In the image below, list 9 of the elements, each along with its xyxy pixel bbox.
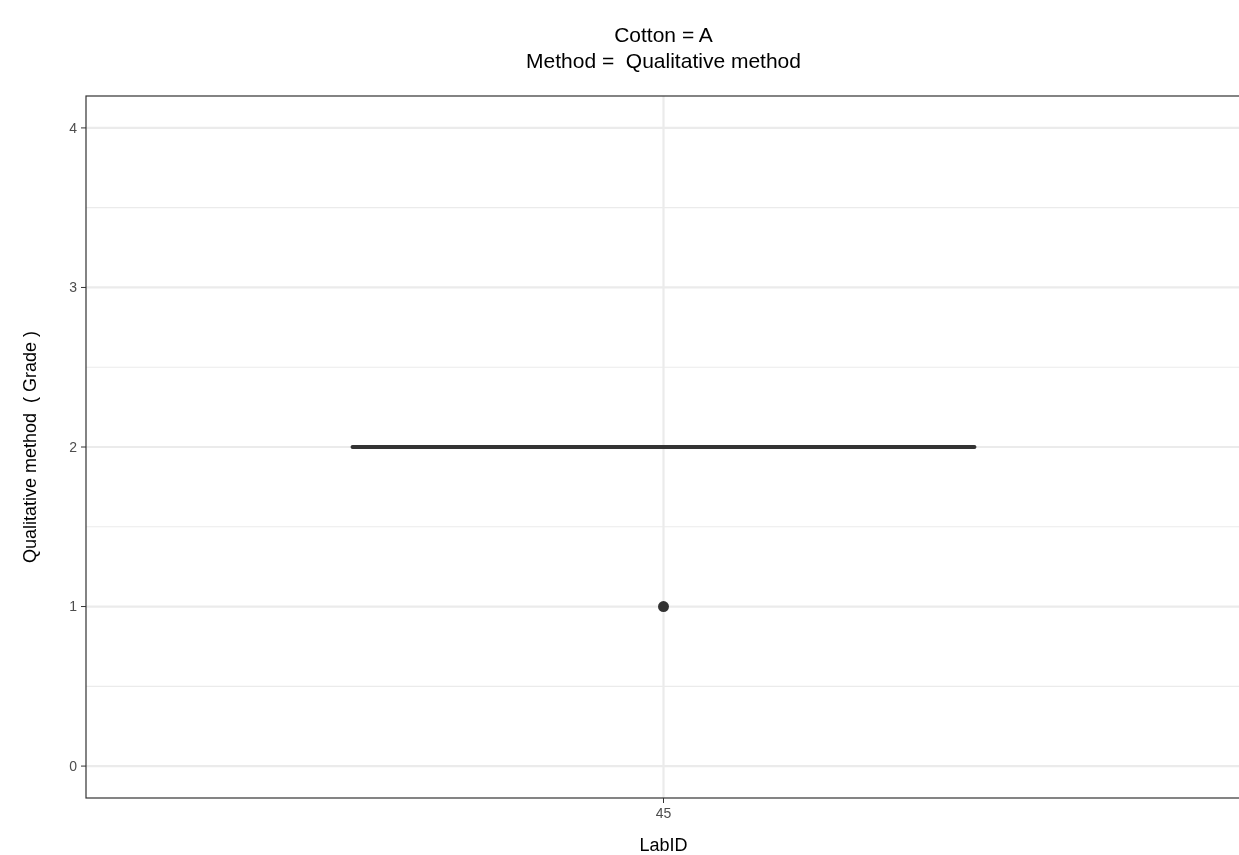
x-tick-label: 45 bbox=[655, 805, 672, 821]
y-tick-label: 0 bbox=[69, 757, 78, 774]
y-tick-label: 4 bbox=[69, 119, 78, 136]
y-tick-label: 1 bbox=[69, 598, 78, 615]
y-axis-title: Qualitative method ( Grade ) bbox=[20, 330, 40, 564]
x-axis-title: LabID bbox=[639, 835, 688, 855]
y-tick-label: 2 bbox=[69, 438, 78, 455]
chart-title: Cotton = A Method = Qualitative method bbox=[526, 23, 801, 72]
y-tick-label: 3 bbox=[69, 279, 78, 296]
